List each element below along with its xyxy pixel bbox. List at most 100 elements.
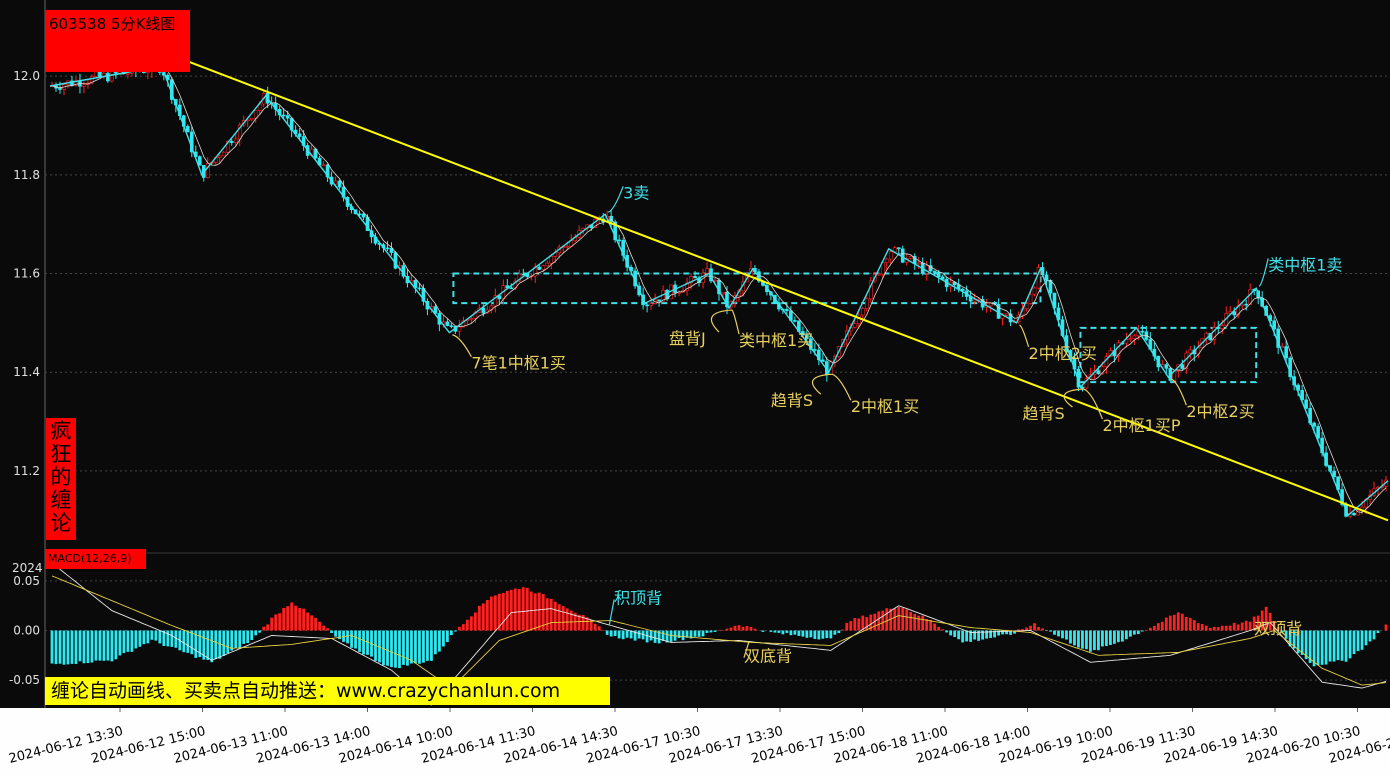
candle-body bbox=[497, 295, 502, 300]
candle-body bbox=[1188, 349, 1193, 354]
candle-body bbox=[185, 126, 190, 133]
candle-body bbox=[884, 258, 889, 263]
candle-body bbox=[337, 180, 342, 188]
candle-body bbox=[1300, 390, 1304, 401]
candle-body bbox=[297, 133, 302, 137]
candle-body bbox=[1316, 426, 1320, 439]
candle-body bbox=[393, 252, 398, 269]
candle-body bbox=[449, 325, 454, 327]
candle-body bbox=[876, 273, 881, 276]
chan-stroke-line bbox=[49, 65, 1389, 517]
candle-body bbox=[689, 276, 693, 284]
candle-body bbox=[361, 213, 366, 218]
y-tick-label: 12.0 bbox=[13, 69, 40, 83]
candle-body bbox=[988, 302, 993, 307]
candle-body bbox=[1284, 346, 1288, 359]
candle-body bbox=[617, 239, 621, 242]
candle-body bbox=[1044, 274, 1049, 281]
candle-body bbox=[817, 349, 821, 361]
candle-body bbox=[821, 359, 825, 362]
candle-body bbox=[385, 247, 390, 250]
promo-banner[interactable]: 缠论自动画线、买卖点自动推送：www.crazychanlun.com bbox=[45, 677, 610, 705]
macd-corner-label: 2024 bbox=[12, 561, 43, 575]
candle-body bbox=[1352, 513, 1356, 516]
macd-annotation-label: 双底背 bbox=[744, 647, 792, 666]
side-label-box: 疯 狂 的 缠 论 bbox=[46, 418, 76, 540]
annotation-arrow bbox=[1258, 258, 1269, 287]
candle-body bbox=[237, 124, 242, 140]
candle-body bbox=[285, 115, 290, 119]
candle-body bbox=[58, 87, 62, 90]
annotation-arrow bbox=[831, 373, 852, 401]
candle-body bbox=[325, 164, 330, 178]
annotation-arrow bbox=[811, 373, 832, 395]
annotation-arrow bbox=[710, 309, 733, 333]
macd-label-box: MACD(12,26,9) bbox=[45, 549, 146, 569]
side-label-char: 狂 bbox=[50, 442, 72, 466]
candle-body bbox=[693, 276, 697, 279]
macd-annotation-label: 双顶背 bbox=[1254, 619, 1302, 638]
candle-body bbox=[1272, 320, 1276, 330]
main-y-tick-labels: 12.0 11.8 11.6 11.4 11.2 bbox=[13, 69, 40, 478]
candle-body bbox=[481, 307, 486, 314]
candle-body bbox=[1164, 364, 1169, 369]
candle-body bbox=[725, 291, 729, 308]
candle-body bbox=[217, 155, 222, 159]
candle-body bbox=[1032, 287, 1037, 295]
candle-body bbox=[1028, 293, 1033, 304]
candle-body bbox=[932, 270, 937, 273]
candle-body bbox=[1084, 378, 1089, 389]
candle-body bbox=[896, 247, 901, 250]
candle-body bbox=[1128, 338, 1133, 340]
candle-body bbox=[94, 71, 98, 77]
candle-body bbox=[229, 140, 234, 143]
candle-body bbox=[721, 291, 725, 295]
candle-body bbox=[541, 265, 546, 270]
macd-annotation-arrow bbox=[608, 599, 615, 626]
candle-body bbox=[793, 320, 797, 322]
candle-body bbox=[417, 287, 422, 290]
candle-body bbox=[801, 331, 805, 336]
candle-body bbox=[1240, 303, 1245, 307]
candle-body bbox=[545, 262, 550, 267]
candle-body bbox=[233, 138, 238, 143]
candle-body bbox=[565, 245, 570, 248]
candle-body bbox=[813, 349, 817, 351]
candle-body bbox=[333, 180, 338, 185]
macd-label: MACD(12,26,9) bbox=[48, 552, 132, 565]
annotation-arrow bbox=[1171, 378, 1187, 406]
candle-body bbox=[221, 151, 226, 157]
macd-y-tick-labels: 0.05 0.00 -0.05 bbox=[9, 574, 40, 687]
side-label-char: 论 bbox=[50, 511, 72, 535]
annotation-label: 趋背S bbox=[771, 391, 813, 410]
annotation-label: 盘背J bbox=[669, 329, 706, 348]
y-tick-label: 11.2 bbox=[13, 464, 40, 478]
candle-body bbox=[493, 295, 498, 307]
candle-body bbox=[1140, 330, 1145, 333]
candle-body bbox=[609, 215, 613, 223]
annotation-arrow bbox=[607, 186, 624, 213]
macd-dea-line bbox=[51, 575, 1387, 689]
candle-body bbox=[197, 156, 202, 166]
candle-body bbox=[549, 256, 554, 264]
candle-body bbox=[1096, 370, 1101, 375]
annotation-arrow bbox=[731, 309, 740, 335]
annotation-arrow bbox=[1063, 388, 1084, 408]
candle-body bbox=[1304, 399, 1308, 409]
candle-body bbox=[888, 251, 893, 260]
annotation-label: 2中枢2买 bbox=[1186, 402, 1254, 421]
candle-body bbox=[1100, 366, 1105, 375]
macd-annotation-arrow bbox=[1253, 623, 1265, 631]
candle-body bbox=[649, 303, 653, 306]
candle-body bbox=[1332, 470, 1336, 478]
candle-body bbox=[445, 321, 450, 326]
candle-body bbox=[98, 71, 102, 77]
candle-body bbox=[1248, 289, 1253, 305]
side-label-char: 疯 bbox=[50, 419, 72, 443]
annotation-arrow bbox=[1083, 388, 1104, 420]
candle-body bbox=[457, 326, 462, 332]
candle-body bbox=[82, 84, 86, 87]
candle-body bbox=[645, 304, 649, 307]
